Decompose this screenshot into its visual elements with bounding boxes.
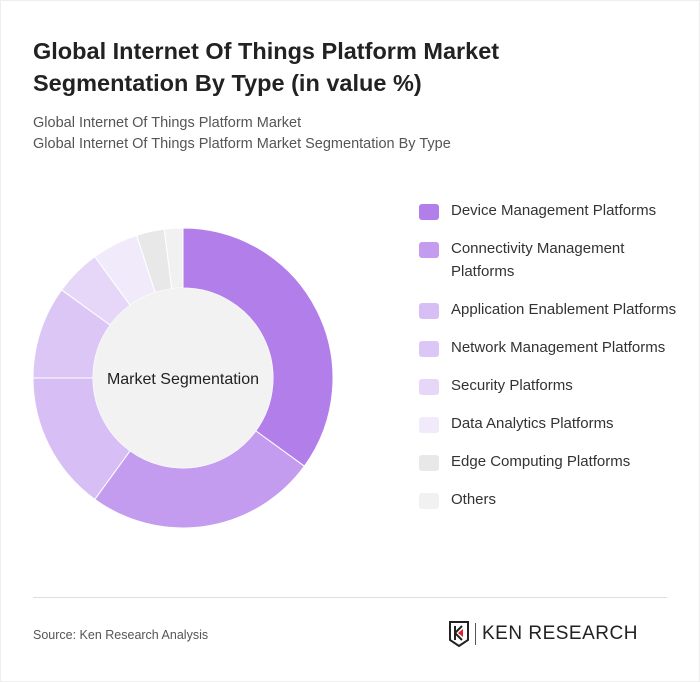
- legend-item: Security Platforms: [419, 374, 689, 397]
- divider: [33, 597, 667, 598]
- donut-hole: [93, 288, 273, 468]
- logo-text: KEN RESEARCH: [475, 623, 638, 645]
- legend-label: Device Management Platforms: [451, 202, 657, 219]
- legend-swatch: [419, 303, 439, 319]
- legend-item: Data Analytics Platforms: [419, 412, 689, 435]
- chart-title: Global Internet Of Things Platform Marke…: [33, 38, 500, 96]
- legend-label: Data Analytics Platforms: [451, 415, 614, 432]
- legend-label: Connectivity Management Platforms: [451, 240, 625, 280]
- legend-swatch: [419, 242, 439, 258]
- legend: Device Management Platforms Connectivity …: [419, 199, 689, 526]
- source-note: Source: Ken Research Analysis: [33, 628, 209, 642]
- legend-swatch: [419, 341, 439, 357]
- legend-swatch: [419, 204, 439, 220]
- center-label: Market Segmentation: [107, 371, 259, 388]
- legend-item: Device Management Platforms: [419, 199, 689, 222]
- ken-research-logo: KEN RESEARCH: [449, 621, 638, 647]
- legend-swatch: [419, 417, 439, 433]
- legend-swatch: [419, 455, 439, 471]
- donut-chart: Market Segmentation: [32, 227, 334, 529]
- legend-item: Network Management Platforms: [419, 336, 689, 359]
- ken-logo-icon: [449, 621, 469, 647]
- legend-item: Others: [419, 488, 689, 511]
- legend-label: Security Platforms: [451, 377, 573, 394]
- legend-item: Application Enablement Platforms: [419, 298, 689, 321]
- legend-label: Network Management Platforms: [451, 339, 666, 356]
- legend-swatch: [419, 379, 439, 395]
- subtitle-market: Global Internet Of Things Platform Marke…: [33, 115, 302, 131]
- legend-label: Edge Computing Platforms: [451, 453, 631, 470]
- legend-item: Edge Computing Platforms: [419, 450, 689, 473]
- legend-label: Others: [451, 491, 497, 508]
- legend-label: Application Enablement Platforms: [451, 301, 677, 318]
- subtitle-segmentation: Global Internet Of Things Platform Marke…: [33, 136, 451, 152]
- legend-swatch: [419, 493, 439, 509]
- slice-connectivity-management-platforms: [94, 430, 306, 529]
- legend-item: Connectivity Management Platforms: [419, 237, 689, 283]
